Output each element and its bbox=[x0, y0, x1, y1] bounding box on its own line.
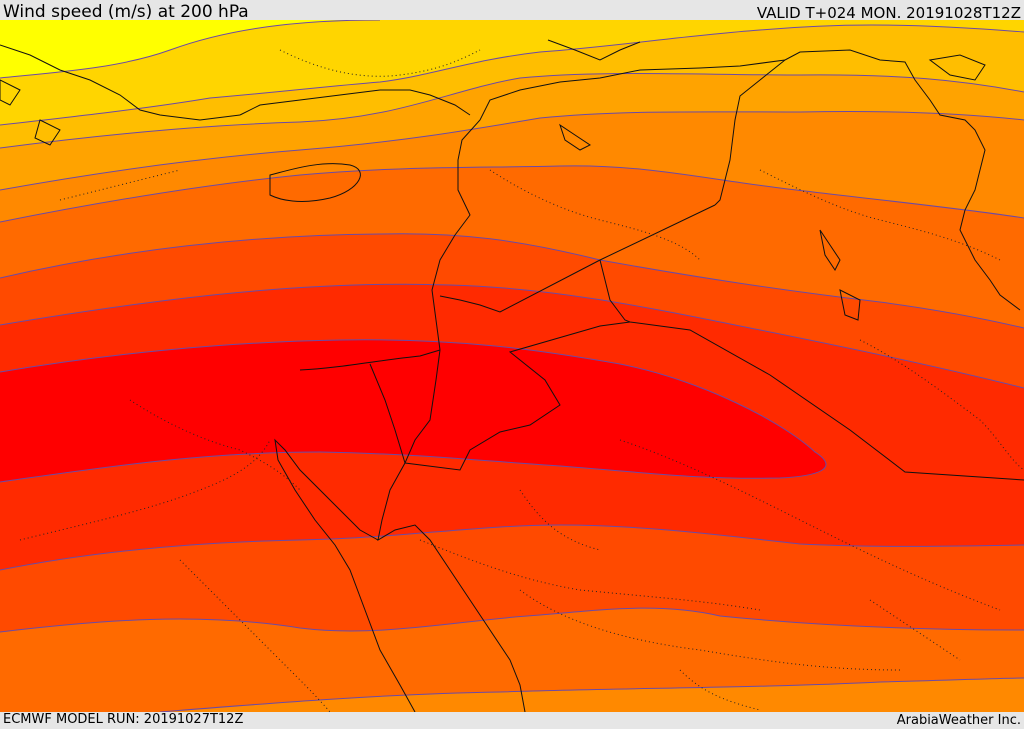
model-run: ECMWF MODEL RUN: 20191027T12Z bbox=[3, 712, 244, 727]
credit-label: ArabiaWeather Inc. bbox=[896, 713, 1021, 728]
chart-title: Wind speed (m/s) at 200 hPa bbox=[3, 2, 249, 22]
province-borders bbox=[19, 49, 1024, 712]
valid-time: VALID T+024 MON. 20191028T12Z bbox=[756, 4, 1021, 22]
band-4-south bbox=[0, 678, 1024, 712]
wind-speed-map bbox=[0, 20, 1024, 712]
isotach-lines bbox=[0, 20, 1024, 712]
band-8 bbox=[0, 339, 827, 482]
country-borders bbox=[0, 39, 1024, 712]
